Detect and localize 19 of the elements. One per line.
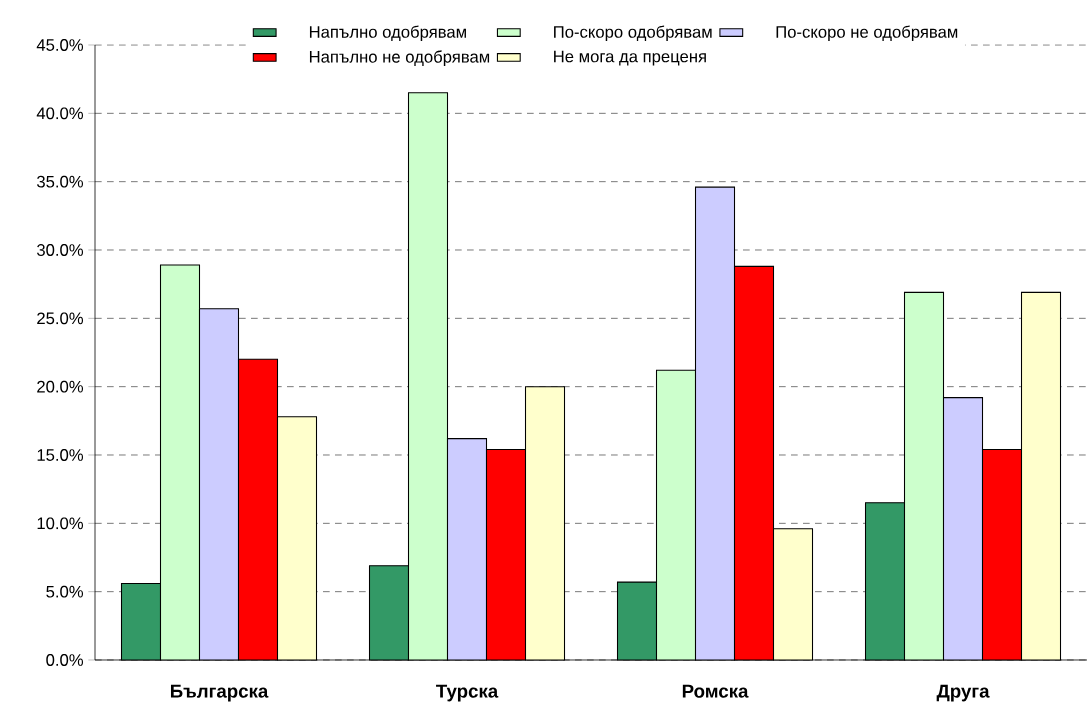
- x-tick-label: Българска: [170, 684, 269, 702]
- legend-label: По-скоро не одобрявам: [776, 25, 958, 42]
- x-tick-label: Турска: [436, 684, 499, 702]
- y-tick-label: 25.0%: [37, 312, 84, 325]
- y-tick-label: 0.0%: [46, 654, 84, 666]
- y-tick-label: 35.0%: [36, 175, 84, 188]
- legend-label: Напълно одобрявам: [309, 25, 466, 42]
- legend-label: Напълно не одобрявам: [309, 50, 490, 66]
- legend-label: По-скоро одобрявам: [554, 25, 712, 42]
- y-tick-label: 30.0%: [36, 244, 84, 256]
- legend-label: Не мога да преценя: [554, 50, 706, 66]
- y-tick-label: 45.0%: [36, 39, 84, 51]
- x-tick-label: Ромска: [682, 684, 749, 698]
- y-tick-label: 40.0%: [36, 107, 84, 120]
- x-tick-label: Друга: [936, 684, 990, 702]
- y-tick-label: 10.0%: [37, 517, 84, 530]
- y-tick-label: 15.0%: [37, 449, 84, 461]
- y-tick-label: 20.0%: [37, 380, 84, 393]
- y-tick-label: 5.0%: [46, 585, 84, 598]
